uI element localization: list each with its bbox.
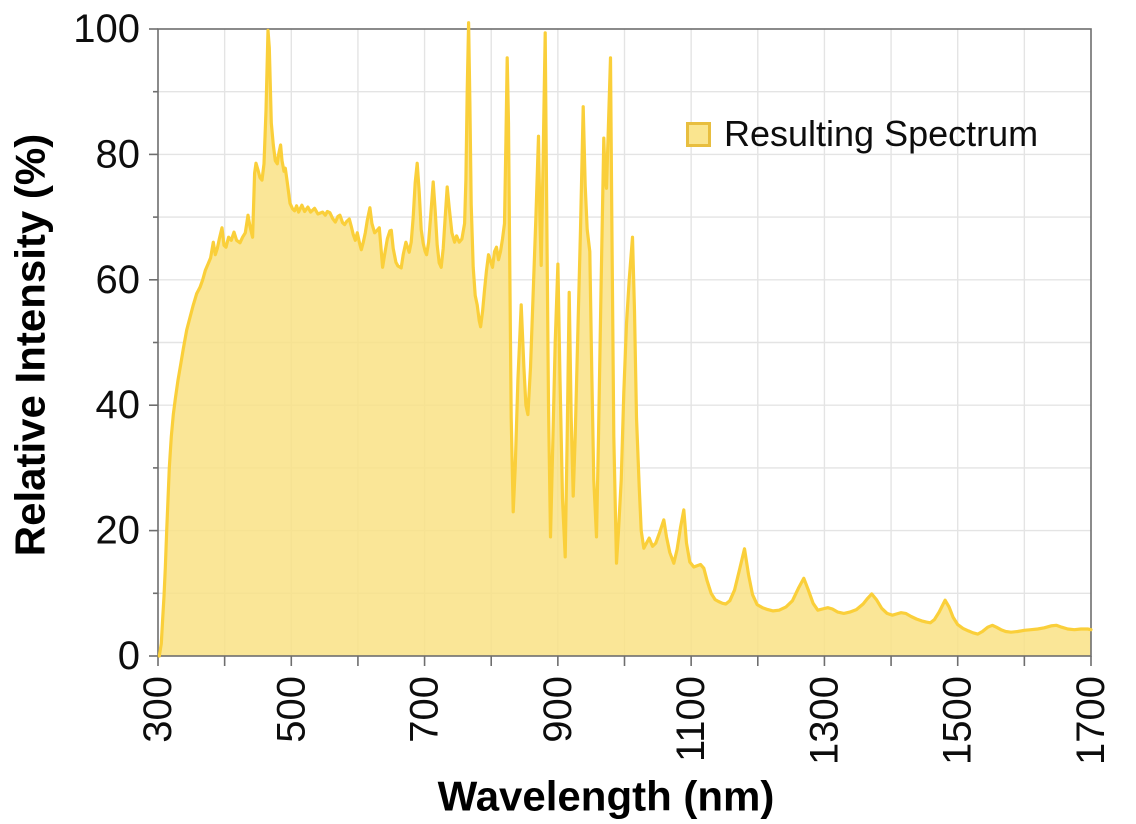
- x-tick-label: 300: [136, 676, 180, 743]
- x-tick-label: 1300: [802, 676, 846, 765]
- y-tick-label: 40: [96, 383, 141, 427]
- y-tick-labels: 0 20 40 60 80 100: [73, 7, 140, 678]
- y-tick-label: 100: [73, 7, 140, 51]
- x-tick-label: 1700: [1069, 676, 1113, 765]
- x-tick-label: 700: [403, 676, 447, 743]
- y-tick-label: 60: [96, 258, 141, 302]
- spectrum-area: [159, 22, 1092, 656]
- x-tick-labels: 300 500 700 900 1100 1300 1500 1700: [136, 676, 1113, 765]
- y-tick-label: 80: [96, 132, 141, 176]
- legend: Resulting Spectrum: [686, 116, 1038, 152]
- x-tick-label: 1500: [936, 676, 980, 765]
- y-tick-label: 0: [118, 634, 140, 678]
- spectrum-line: [157, 21, 1093, 658]
- x-tick-label: 500: [269, 676, 313, 743]
- axis-ticks: [149, 28, 1092, 666]
- legend-label: Resulting Spectrum: [724, 113, 1039, 154]
- y-tick-label: 20: [96, 509, 141, 553]
- x-tick-label: 1100: [669, 676, 713, 762]
- legend-swatch: [686, 121, 711, 147]
- x-axis-title: Wavelength (nm): [438, 773, 775, 820]
- x-tick-label: 900: [536, 676, 580, 743]
- y-axis-title: Relative Intensity (%): [7, 134, 54, 556]
